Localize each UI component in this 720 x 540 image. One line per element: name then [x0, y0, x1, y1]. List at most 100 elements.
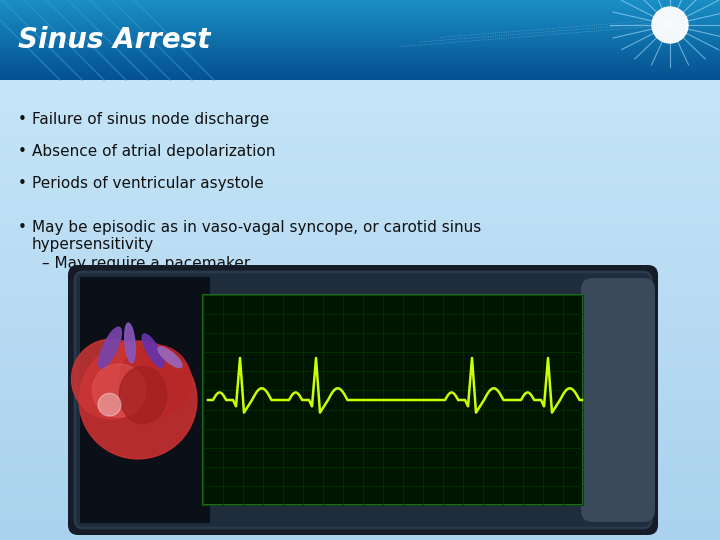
- Bar: [0, 132, 720, 133]
- Bar: [0, 219, 720, 220]
- Bar: [0, 5, 720, 6]
- Bar: [0, 461, 720, 462]
- Bar: [0, 28, 720, 29]
- Bar: [0, 206, 720, 207]
- Bar: [0, 77, 720, 78]
- Bar: [0, 145, 720, 146]
- Bar: [0, 92, 720, 93]
- Bar: [0, 150, 720, 151]
- Bar: [0, 138, 720, 139]
- Bar: [0, 433, 720, 434]
- Bar: [0, 81, 720, 82]
- Bar: [0, 297, 720, 298]
- Bar: [0, 122, 720, 123]
- Bar: [0, 421, 720, 422]
- Text: Failure of sinus node discharge: Failure of sinus node discharge: [32, 112, 269, 127]
- Bar: [0, 332, 720, 333]
- Bar: [0, 46, 720, 47]
- Bar: [0, 172, 720, 173]
- Bar: [0, 529, 720, 530]
- Bar: [0, 56, 720, 57]
- Bar: [0, 357, 720, 358]
- Bar: [0, 218, 720, 219]
- Bar: [0, 478, 720, 479]
- Bar: [0, 467, 720, 468]
- Bar: [0, 146, 720, 147]
- Bar: [0, 317, 720, 318]
- Bar: [0, 526, 720, 527]
- Bar: [0, 203, 720, 204]
- Bar: [0, 466, 720, 467]
- Bar: [0, 435, 720, 436]
- Bar: [0, 203, 720, 204]
- Bar: [0, 34, 720, 35]
- Bar: [0, 136, 720, 137]
- Bar: [0, 22, 720, 23]
- Bar: [0, 263, 720, 264]
- Bar: [0, 230, 720, 231]
- Bar: [0, 430, 720, 431]
- Bar: [0, 42, 720, 43]
- Bar: [0, 534, 720, 535]
- Bar: [0, 305, 720, 306]
- Bar: [0, 307, 720, 308]
- Bar: [0, 193, 720, 194]
- Bar: [0, 399, 720, 400]
- Bar: [0, 365, 720, 366]
- Bar: [0, 379, 720, 380]
- Bar: [0, 255, 720, 256]
- Bar: [0, 25, 720, 26]
- Bar: [0, 102, 720, 103]
- Bar: [0, 418, 720, 419]
- Bar: [0, 470, 720, 471]
- Bar: [0, 147, 720, 148]
- Bar: [0, 21, 720, 22]
- Bar: [0, 309, 720, 310]
- Bar: [0, 124, 720, 125]
- Bar: [0, 531, 720, 532]
- Bar: [0, 38, 720, 39]
- Bar: [0, 198, 720, 199]
- Bar: [0, 148, 720, 149]
- Bar: [0, 370, 720, 371]
- Bar: [0, 346, 720, 347]
- Bar: [0, 376, 720, 377]
- Bar: [0, 103, 720, 104]
- Bar: [0, 121, 720, 122]
- Bar: [0, 484, 720, 485]
- Bar: [0, 521, 720, 522]
- Bar: [0, 479, 720, 480]
- Bar: [0, 346, 720, 347]
- Bar: [0, 155, 720, 156]
- Bar: [0, 139, 720, 140]
- Bar: [0, 289, 720, 290]
- Bar: [0, 16, 720, 17]
- Bar: [0, 438, 720, 439]
- Bar: [0, 454, 720, 455]
- Bar: [0, 188, 720, 189]
- Bar: [0, 351, 720, 352]
- Bar: [0, 11, 720, 12]
- Bar: [0, 390, 720, 391]
- Bar: [0, 298, 720, 299]
- Bar: [0, 365, 720, 366]
- Bar: [0, 64, 720, 65]
- Bar: [0, 99, 720, 100]
- Bar: [0, 465, 720, 466]
- Bar: [0, 60, 720, 61]
- Bar: [0, 30, 720, 31]
- Bar: [0, 57, 720, 58]
- Bar: [0, 359, 720, 360]
- Bar: [0, 392, 720, 393]
- Bar: [0, 179, 720, 180]
- Bar: [0, 423, 720, 424]
- Bar: [0, 354, 720, 355]
- Bar: [0, 173, 720, 174]
- Bar: [0, 1, 720, 2]
- Bar: [0, 463, 720, 464]
- Bar: [0, 210, 720, 211]
- Bar: [0, 528, 720, 529]
- Bar: [0, 59, 720, 60]
- Bar: [0, 321, 720, 322]
- Bar: [0, 538, 720, 539]
